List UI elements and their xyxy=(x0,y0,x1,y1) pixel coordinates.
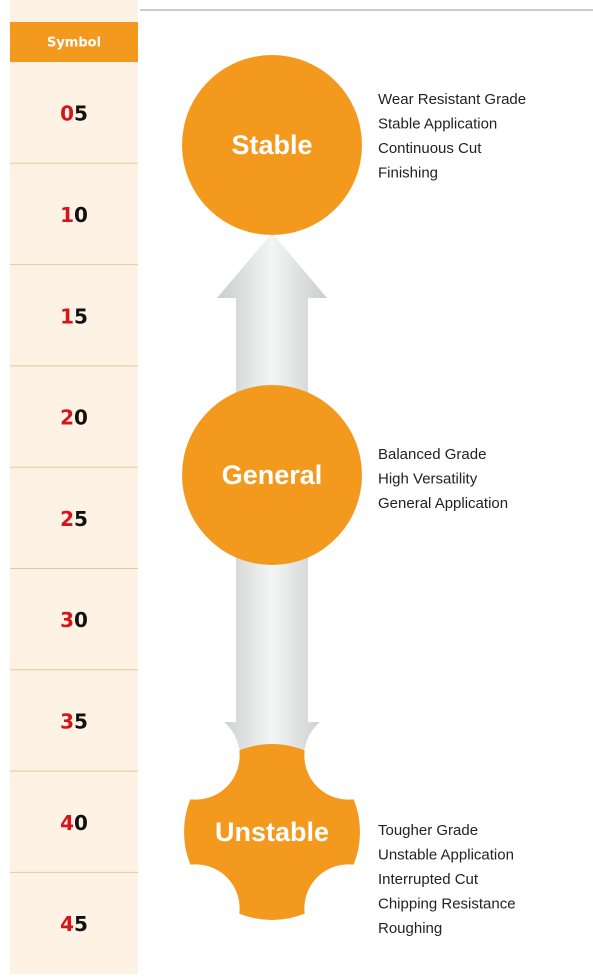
state-description: Balanced Grade xyxy=(378,446,486,463)
symbol-lead: 0 xyxy=(60,101,74,125)
symbol-lead: 4 xyxy=(60,810,74,834)
symbol-lead: 1 xyxy=(60,202,74,226)
state-description: Continuous Cut xyxy=(378,140,482,157)
notch xyxy=(151,864,240,953)
state-description: High Versatility xyxy=(378,470,478,487)
symbol-rest: 0 xyxy=(74,405,88,429)
symbol: 45 xyxy=(60,912,88,936)
state-description: Roughing xyxy=(378,920,442,937)
symbol-rest: 5 xyxy=(74,101,88,125)
arrow-down xyxy=(217,550,327,788)
symbol: 35 xyxy=(60,709,88,733)
notch xyxy=(304,864,393,953)
symbol-lead: 1 xyxy=(60,304,74,328)
state-label: General xyxy=(222,460,323,490)
state-circle xyxy=(182,55,362,235)
symbol-lead: 3 xyxy=(60,709,74,733)
state-description: Wear Resistant Grade xyxy=(378,91,526,108)
state-description: Finishing xyxy=(378,164,438,181)
state-description: General Application xyxy=(378,495,508,512)
symbol-rest: 5 xyxy=(74,709,88,733)
symbol-lead: 3 xyxy=(60,608,74,632)
state-label: Stable xyxy=(231,130,312,160)
notch xyxy=(304,711,393,800)
symbol-rest: 0 xyxy=(74,608,88,632)
state-description: Unstable Application xyxy=(378,846,514,863)
symbol-rest: 5 xyxy=(74,506,88,530)
symbol: 25 xyxy=(60,506,88,530)
state-description: Chipping Resistance xyxy=(378,895,516,912)
symbol-rest: 5 xyxy=(74,912,88,936)
notch xyxy=(151,711,240,800)
symbol-rest: 0 xyxy=(74,810,88,834)
symbol: 15 xyxy=(60,304,88,328)
symbol-rest: 5 xyxy=(74,304,88,328)
arrow-up xyxy=(217,233,327,420)
symbol: 10 xyxy=(60,202,88,226)
state-description: Stable Application xyxy=(378,115,497,132)
symbol: 30 xyxy=(60,608,88,632)
symbol: 20 xyxy=(60,405,88,429)
symbol-lead: 2 xyxy=(60,506,74,530)
state-description: Interrupted Cut xyxy=(378,871,479,888)
state-circle xyxy=(182,385,362,565)
symbol-rest: 0 xyxy=(74,202,88,226)
symbol: 05 xyxy=(60,101,88,125)
state-label: Unstable xyxy=(215,817,329,847)
symbol-header xyxy=(10,22,138,62)
symbol-lead: 4 xyxy=(60,912,74,936)
symbol-column xyxy=(10,0,138,974)
state-circle xyxy=(184,744,360,920)
symbol-header-text: Symbol xyxy=(47,36,101,51)
state-description: Tougher Grade xyxy=(378,822,478,839)
symbol: 40 xyxy=(60,810,88,834)
symbol-lead: 2 xyxy=(60,405,74,429)
